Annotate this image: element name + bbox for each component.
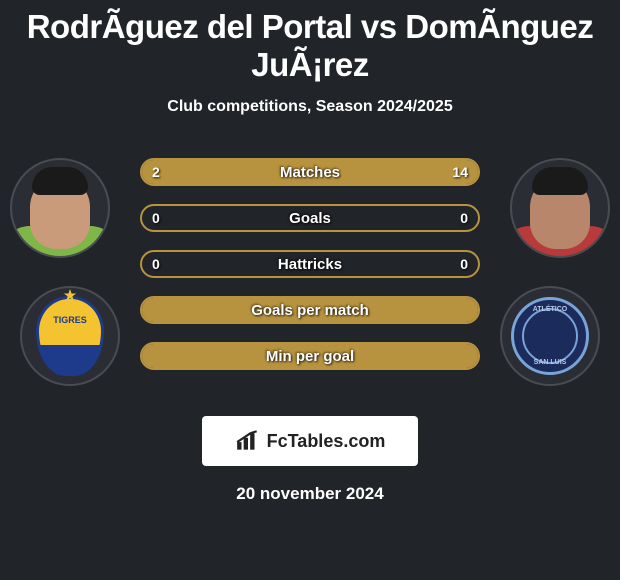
stat-value-left: 0 [152,252,160,276]
stats-area: TIGRES ATLÉTICO SAN LUIS 214Matches00Goa… [0,158,620,398]
bar-fill [142,298,478,322]
club-right-badge: ATLÉTICO SAN LUIS [500,286,600,386]
sanluis-bottom: SAN LUIS [514,359,586,366]
stat-bar: 214Matches [140,158,480,186]
bar-fill-right [186,160,478,184]
comparison-card: RodrÃ­guez del Portal vs DomÃ­nguez JuÃ¡… [0,0,620,504]
watermark-text: FcTables.com [267,431,386,452]
bar-fill-left [142,160,186,184]
stat-bars: 214Matches00Goals00HattricksGoals per ma… [140,158,480,370]
watermark-chart-icon [235,430,261,452]
player-right-face [530,177,590,249]
stat-value-right: 0 [460,206,468,230]
watermark[interactable]: FcTables.com [202,416,418,466]
tigres-badge: TIGRES [36,296,104,376]
player-right-avatar [510,158,610,258]
stat-bar: Goals per match [140,296,480,324]
club-left-badge: TIGRES [20,286,120,386]
date-text: 20 november 2024 [0,484,620,504]
stat-bar: 0 0Goals [140,204,480,232]
page-title: RodrÃ­guez del Portal vs DomÃ­nguez JuÃ¡… [0,8,620,84]
stat-label: Goals [142,206,478,230]
player-left-face [30,177,90,249]
bar-fill [142,344,478,368]
page-subtitle: Club competitions, Season 2024/2025 [0,98,620,116]
stat-value-right: 0 [460,252,468,276]
stat-label: Hattricks [142,252,478,276]
sanluis-badge: ATLÉTICO SAN LUIS [511,297,589,375]
tigres-label: TIGRES [53,315,87,325]
stat-bar: Min per goal [140,342,480,370]
sanluis-top: ATLÉTICO [514,306,586,313]
stat-value-left: 0 [152,206,160,230]
player-left-avatar [10,158,110,258]
stat-bar: 0 0Hattricks [140,250,480,278]
